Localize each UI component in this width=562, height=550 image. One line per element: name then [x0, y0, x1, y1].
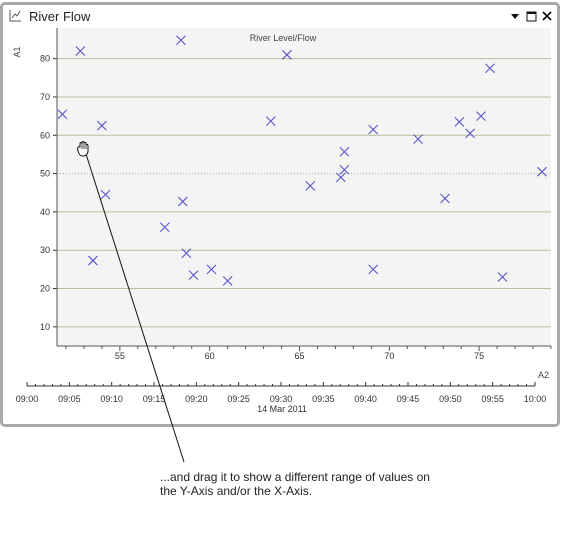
data-point[interactable]	[177, 196, 188, 207]
time-tick-label: 09:45	[397, 394, 420, 404]
data-point[interactable]	[57, 109, 68, 120]
chart-icon	[9, 10, 21, 22]
data-point[interactable]	[368, 264, 379, 275]
time-tick-label: 09:40	[354, 394, 377, 404]
annotation-line-1: ...and drag it to show a different range…	[160, 470, 430, 484]
time-tick-label: 09:05	[58, 394, 81, 404]
data-point[interactable]	[537, 166, 547, 177]
time-tick-label: 09:20	[185, 394, 208, 404]
data-point[interactable]	[368, 124, 379, 135]
annotation-pointer-line	[85, 153, 185, 463]
close-icon[interactable]	[540, 8, 554, 24]
data-point[interactable]	[305, 180, 316, 191]
time-tick-label: 09:35	[312, 394, 335, 404]
maximize-icon[interactable]	[524, 8, 538, 24]
data-point[interactable]	[476, 111, 486, 122]
y-tick-label: 50	[40, 169, 50, 179]
data-point[interactable]	[497, 272, 508, 282]
data-point[interactable]	[335, 172, 346, 183]
data-point[interactable]	[176, 35, 186, 46]
y-tick-label: 30	[40, 245, 50, 255]
data-point[interactable]	[100, 189, 111, 200]
time-tick-label: 09:30	[270, 394, 293, 404]
y-tick-label: 40	[40, 207, 50, 217]
annotation-text: ...and drag it to show a different range…	[160, 470, 460, 498]
chart-title: River Level/Flow	[250, 33, 317, 43]
time-tick-label: 10:00	[524, 394, 547, 404]
data-point[interactable]	[465, 128, 476, 139]
data-point[interactable]	[339, 146, 350, 157]
data-point[interactable]	[454, 116, 465, 127]
annotation-line-2: the Y-Axis and/or the X-Axis.	[160, 484, 313, 498]
time-tick-label: 09:15	[143, 394, 166, 404]
y-tick-label: 20	[40, 284, 50, 294]
title-bar[interactable]: River Flow	[3, 5, 557, 29]
x-tick-label: 70	[384, 351, 394, 361]
plot-area[interactable]	[57, 28, 551, 346]
y-gridlines	[57, 58, 551, 328]
data-point[interactable]	[413, 134, 423, 144]
data-point[interactable]	[88, 255, 98, 266]
data-point[interactable]	[97, 120, 107, 131]
x-axis[interactable]: 55 60 65 70 75	[57, 345, 552, 361]
y-tick-label: 70	[40, 92, 50, 102]
x-tick-label: 65	[295, 351, 305, 361]
data-point[interactable]	[339, 164, 350, 175]
time-tick-label: 09:50	[439, 394, 462, 404]
data-point[interactable]	[282, 49, 292, 60]
data-point[interactable]	[75, 46, 86, 56]
y-tick-label: 80	[40, 54, 50, 64]
window-title: River Flow	[29, 9, 91, 24]
time-tick-label: 09:00	[16, 394, 39, 404]
x-tick-label: 75	[474, 351, 484, 361]
time-axis-date: 14 Mar 2011	[257, 404, 307, 414]
data-point[interactable]	[485, 63, 495, 74]
time-tick-label: 09:10	[100, 394, 123, 404]
y-axis-label: A1	[12, 46, 22, 57]
y-tick-label: 60	[40, 130, 50, 140]
x-axis-label: A2	[538, 370, 549, 380]
y-axis[interactable]: 10 20 30 40 50 60 70 80	[40, 28, 58, 346]
data-point[interactable]	[206, 264, 217, 275]
data-points	[57, 35, 547, 286]
time-tick-label: 09:25	[227, 394, 250, 404]
data-point[interactable]	[222, 275, 233, 286]
hand-grab-icon	[77, 141, 89, 157]
data-point[interactable]	[181, 248, 192, 259]
menu-dropdown-icon[interactable]	[508, 8, 522, 24]
data-point[interactable]	[440, 193, 450, 204]
x-tick-label: 60	[205, 351, 215, 361]
time-axis[interactable]: 09:00 09:05 09:10 09:15 09:20 09:25 09:30 09:35…	[16, 382, 547, 414]
time-tick-label: 09:55	[481, 394, 504, 404]
y-tick-label: 10	[40, 322, 50, 332]
data-point[interactable]	[159, 222, 170, 233]
data-point[interactable]	[265, 116, 276, 126]
data-point[interactable]	[188, 270, 199, 281]
x-tick-label: 55	[115, 351, 125, 361]
